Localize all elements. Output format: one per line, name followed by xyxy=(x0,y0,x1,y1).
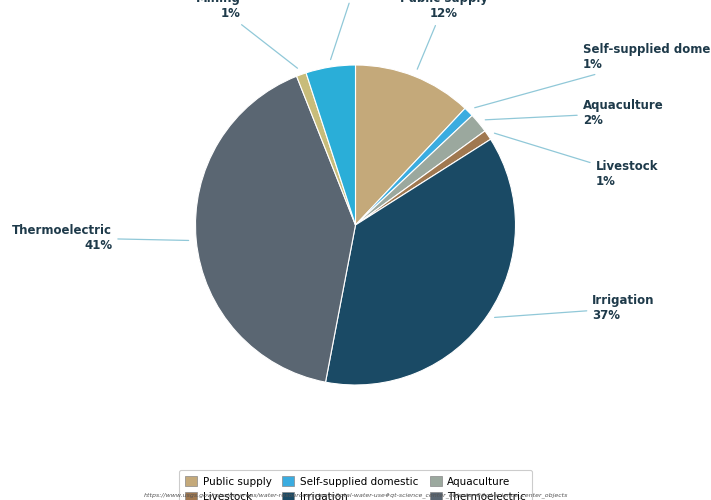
Wedge shape xyxy=(356,116,485,225)
Wedge shape xyxy=(356,108,472,225)
Text: Irrigation
37%: Irrigation 37% xyxy=(495,294,655,322)
Text: Self-supplied Industrial
5%: Self-supplied Industrial 5% xyxy=(278,0,433,60)
Wedge shape xyxy=(356,65,465,225)
Wedge shape xyxy=(196,76,356,382)
Text: Self-supplied domestic
1%: Self-supplied domestic 1% xyxy=(475,43,711,108)
Wedge shape xyxy=(326,140,515,385)
Wedge shape xyxy=(306,65,356,225)
Wedge shape xyxy=(356,131,491,225)
Text: Livestock
1%: Livestock 1% xyxy=(494,133,658,188)
Text: Mining
1%: Mining 1% xyxy=(196,0,297,68)
Text: Public supply
12%: Public supply 12% xyxy=(400,0,488,69)
Wedge shape xyxy=(296,73,356,225)
Text: Thermoelectric
41%: Thermoelectric 41% xyxy=(12,224,188,252)
Legend: Public supply, Livestock, Mining, Self-supplied domestic, Irrigation, Self-suppl: Public supply, Livestock, Mining, Self-s… xyxy=(178,470,533,500)
Text: https://www.usgs.gov/mission-areas/water-resources/science/total-water-use#qt-sc: https://www.usgs.gov/mission-areas/water… xyxy=(144,492,567,498)
Text: Aquaculture
2%: Aquaculture 2% xyxy=(485,99,663,127)
